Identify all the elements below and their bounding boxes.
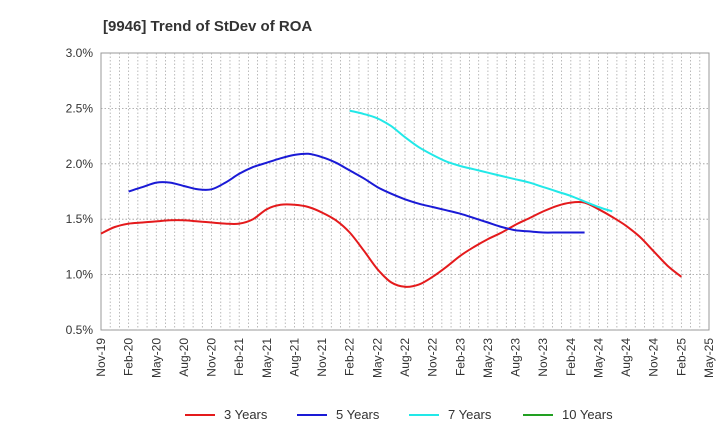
legend-label: 10 Years bbox=[562, 407, 613, 422]
legend-label: 3 Years bbox=[224, 407, 268, 422]
series-line-3-years bbox=[100, 200, 683, 288]
x-tick-label: Aug-24 bbox=[619, 338, 633, 377]
legend-label: 5 Years bbox=[336, 407, 380, 422]
y-tick-labels: 0.5% 1.0% 1.5% 2.0% 2.5% 3.0% bbox=[66, 46, 94, 337]
x-tick-label: Nov-19 bbox=[94, 338, 108, 377]
x-tick-label: Nov-20 bbox=[205, 338, 219, 377]
x-tick-label: Nov-22 bbox=[426, 338, 440, 377]
x-tick-label: May-25 bbox=[702, 338, 716, 378]
x-tick-label: May-24 bbox=[591, 338, 605, 378]
x-tick-label: May-20 bbox=[149, 338, 163, 378]
x-tick-label: Feb-21 bbox=[232, 338, 246, 376]
x-tick-label: Feb-24 bbox=[564, 338, 578, 376]
series-line-5-years bbox=[128, 152, 585, 234]
legend: 3 Years 5 Years 7 Years 10 Years bbox=[185, 407, 613, 422]
x-tick-label: Feb-22 bbox=[343, 338, 357, 376]
x-tick-label: Feb-23 bbox=[453, 338, 467, 376]
legend-label: 7 Years bbox=[448, 407, 492, 422]
x-tick-label: May-21 bbox=[260, 338, 274, 378]
x-tick-label: Nov-23 bbox=[536, 338, 550, 377]
y-tick-label: 1.5% bbox=[66, 212, 94, 226]
x-tick-label: May-22 bbox=[370, 338, 384, 378]
x-tick-label: Nov-21 bbox=[315, 338, 329, 377]
x-tick-label: Aug-23 bbox=[509, 338, 523, 377]
y-tick-label: 2.0% bbox=[66, 157, 94, 171]
y-tick-label: 0.5% bbox=[66, 323, 94, 337]
y-tick-label: 2.5% bbox=[66, 101, 94, 115]
x-tick-label: Feb-25 bbox=[674, 338, 688, 376]
series-layer bbox=[100, 109, 683, 288]
x-tick-labels: Nov-19 Feb-20 May-20 Aug-20 Nov-20 Feb-21 May-… bbox=[94, 338, 716, 378]
series-line-7-years bbox=[349, 109, 613, 213]
x-tick-label: Aug-22 bbox=[398, 338, 412, 377]
x-tick-label: Aug-20 bbox=[177, 338, 191, 377]
x-tick-label: Feb-20 bbox=[122, 338, 136, 376]
chart-title: [9946] Trend of StDev of ROA bbox=[103, 18, 312, 35]
x-tick-label: Aug-21 bbox=[287, 338, 301, 377]
y-tick-label: 3.0% bbox=[66, 46, 94, 60]
y-tick-label: 1.0% bbox=[66, 268, 94, 282]
grid-layer bbox=[100, 52, 710, 331]
x-tick-label: May-23 bbox=[481, 338, 495, 378]
x-tick-label: Nov-24 bbox=[647, 338, 661, 377]
